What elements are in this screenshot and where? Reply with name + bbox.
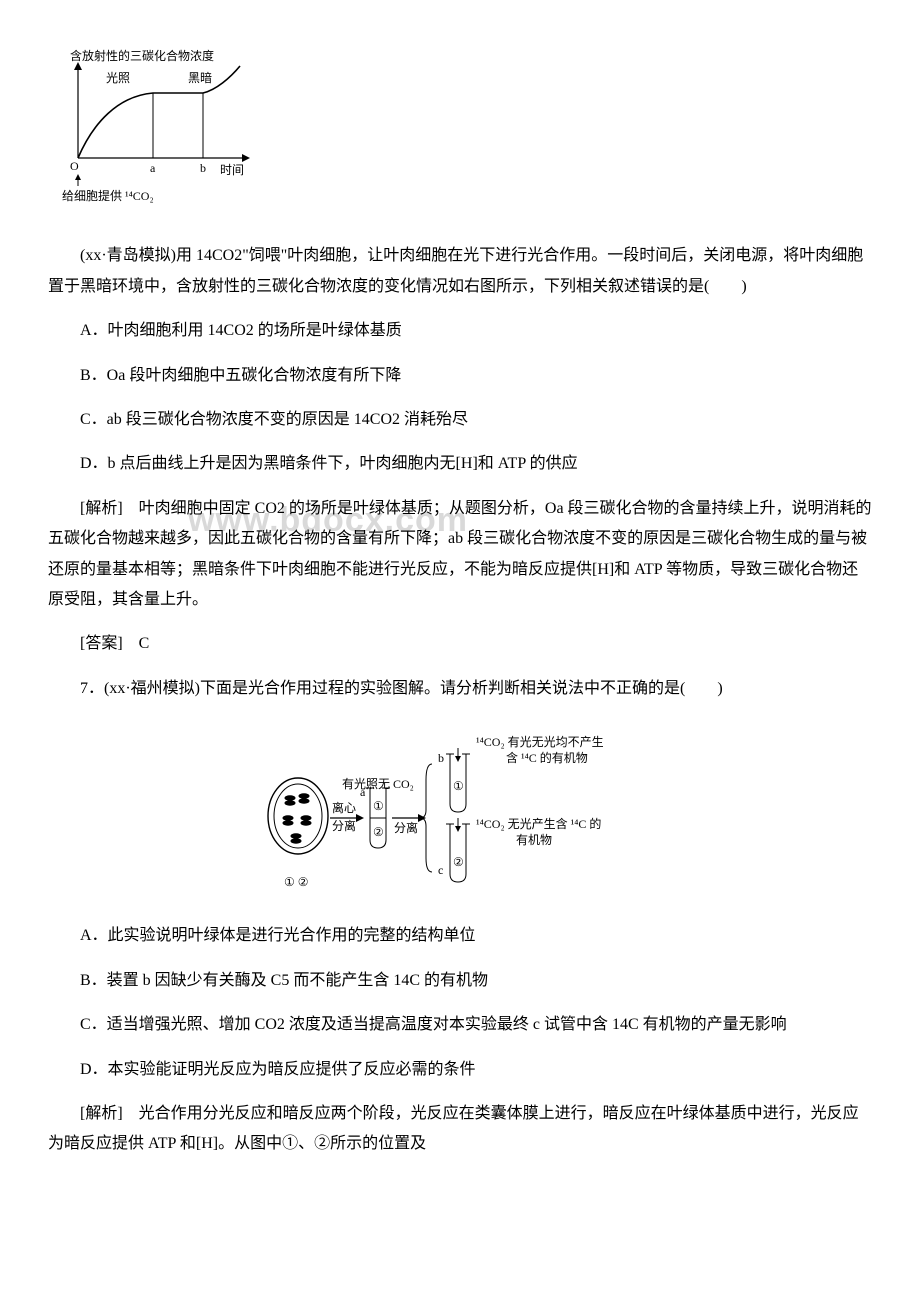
q6-explain: [解析] 叶肉细胞中固定 CO2 的场所是叶绿体基质；从题图分析，Oa 段三碳化… [48, 494, 872, 616]
fig2-b-circ1: ① [453, 779, 464, 793]
fig2-label-c: c [438, 863, 443, 877]
fig2-tr-line1: ¹⁴CO₂ 有光无光均不产生 [476, 735, 604, 749]
fig1-tick-a: a [150, 161, 156, 175]
fig2-left-step2: 分离 [332, 818, 356, 833]
q7-explain: [解析] 光合作用分光反应和暗反应两个阶段，光反应在类囊体膜上进行，暗反应在叶绿… [48, 1099, 872, 1160]
fig1-ylabel: 含放射性的三碳化合物浓度 [70, 48, 214, 63]
fig2-bottom-caption: ① ② [284, 875, 309, 889]
fig2-c-circ2: ② [453, 855, 464, 869]
fig1-tick-b: b [200, 161, 206, 175]
fig2-left-step1: 离心 [332, 800, 356, 815]
q7-option-c: C．适当增强光照、增加 CO2 浓度及适当提高温度对本实验最终 c 试管中含 1… [48, 1010, 872, 1040]
fig2-a-circ1: ① [373, 799, 384, 813]
fig1-origin: O [70, 159, 79, 173]
fig1-xlabel: 时间 [220, 163, 244, 177]
q7-option-d: D．本实验能证明光反应为暗反应提供了反应必需的条件 [48, 1055, 872, 1085]
fig1-caption: 给细胞提供 ¹⁴CO₂ [62, 188, 154, 203]
q6-stem: (xx·青岛模拟)用 14CO2"饲喂"叶肉细胞，让叶肉细胞在光下进行光合作用。… [48, 241, 872, 302]
fig2-label-b: b [438, 751, 444, 765]
q7-option-b: B．装置 b 因缺少有关酶及 C5 而不能产生含 14C 的有机物 [48, 966, 872, 996]
q6-option-a: A．叶肉细胞利用 14CO2 的场所是叶绿体基质 [48, 316, 872, 346]
q7-stem: 7．(xx·福州模拟)下面是光合作用过程的实验图解。请分析判断相关说法中不正确的… [48, 674, 872, 704]
fig2-br-line2: 有机物 [516, 833, 552, 847]
figure-photosynthesis-experiment: 离心 分离 有光照无 CO₂ a ① ② 分离 b ① ¹⁴CO₂ 有光无光均不… [48, 718, 872, 909]
q6-answer: [答案] C [48, 629, 872, 659]
fig2-a-circ2: ② [373, 825, 384, 839]
q6-option-c: C．ab 段三碳化合物浓度不变的原因是 14CO2 消耗殆尽 [48, 405, 872, 435]
fig1-region-right: 黑暗 [188, 70, 212, 85]
fig2-above-left: 有光照无 CO₂ [342, 777, 414, 791]
q7-option-a: A．此实验说明叶绿体是进行光合作用的完整的结构单位 [48, 921, 872, 951]
q6-option-d: D．b 点后曲线上升是因为黑暗条件下，叶肉细胞内无[H]和 ATP 的供应 [48, 449, 872, 479]
fig1-region-left: 光照 [106, 71, 130, 85]
fig2-label-a: a [360, 785, 366, 799]
q6-option-b: B．Oa 段叶肉细胞中五碳化合物浓度有所下降 [48, 361, 872, 391]
figure-c3-curve: 含放射性的三碳化合物浓度 光照 黑暗 O a b 时间 给细胞提供 ¹⁴CO₂ [48, 48, 872, 229]
fig2-right-step: 分离 [394, 820, 418, 835]
fig2-tr-line2: 含 ¹⁴C 的有机物 [506, 750, 588, 765]
fig2-br-line1: ¹⁴CO₂ 无光产生含 ¹⁴C 的 [476, 816, 601, 831]
